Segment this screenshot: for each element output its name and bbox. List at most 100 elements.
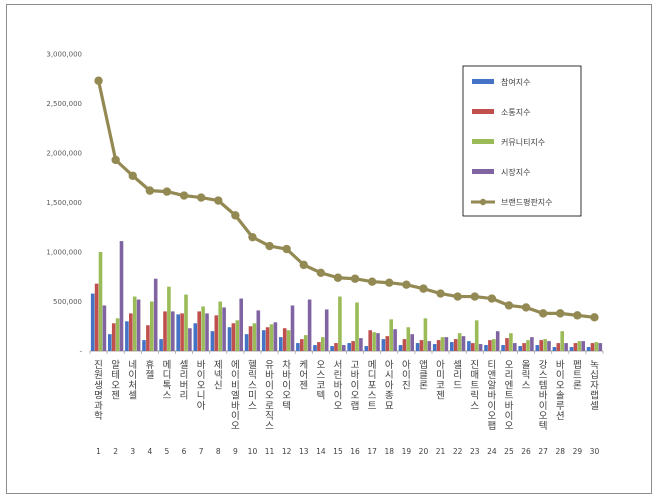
bar-4 <box>171 311 175 351</box>
bar-2 <box>573 343 578 351</box>
bar-2 <box>351 341 355 351</box>
brand-index-point <box>145 186 155 195</box>
bar-4 <box>564 343 568 351</box>
brand-index-point <box>487 294 497 303</box>
legend-label: 시장지수 <box>501 167 530 177</box>
legend-label: 참여지수 <box>501 77 530 87</box>
y-tick-label: - <box>79 348 82 356</box>
bar-4 <box>307 299 312 351</box>
bar-1 <box>364 346 369 351</box>
bar-1 <box>261 330 266 351</box>
brand-index-point <box>128 171 137 180</box>
brand-index-point <box>299 260 308 270</box>
bar-1 <box>90 293 95 351</box>
bar-3 <box>184 294 188 351</box>
bar-1 <box>125 321 129 351</box>
bar-4 <box>598 343 603 351</box>
bar-4 <box>324 309 329 351</box>
bar-2 <box>265 327 270 351</box>
brand-index-point <box>214 196 223 205</box>
category-index: 24 <box>487 447 497 456</box>
bar-2 <box>129 313 133 351</box>
bar-2 <box>453 339 458 351</box>
bar-1 <box>398 345 403 351</box>
bar-2 <box>94 283 99 351</box>
bar-1 <box>415 343 420 351</box>
axis-layer: - 500,000 1,000,000 1,500,000 2,000,000 2,500… <box>46 51 604 356</box>
category-index: 7 <box>199 447 204 456</box>
bar-1 <box>330 346 334 351</box>
bar-4 <box>376 333 380 351</box>
bar-3 <box>457 333 462 351</box>
brand-index-point <box>111 155 120 165</box>
brand-index-point <box>453 292 462 301</box>
legend-marker <box>479 198 487 206</box>
bar-3 <box>560 331 564 351</box>
brand-index-point <box>316 268 326 277</box>
bar-3 <box>286 330 291 351</box>
label-layer: 진 원 생 명 과 학 1 알 테 오 젠 2 네 이 처 셀 3 휴 젤 4 메 디 톡 스 5 셀 리 버 리 6 바 이 오 니 아 7 제 넥 신 8… <box>94 359 599 456</box>
bar-2 <box>231 323 236 351</box>
bar-4 <box>530 337 534 351</box>
bar-3 <box>150 301 154 351</box>
bar-1 <box>159 339 163 351</box>
brand-index-point <box>402 280 411 289</box>
category-index: 26 <box>521 447 531 456</box>
bar-2 <box>334 343 338 351</box>
brand-index-point <box>504 301 514 310</box>
bar-3 <box>218 301 222 351</box>
bar-2 <box>471 343 475 351</box>
y-tick-label: 2,000,000 <box>46 150 82 158</box>
bar-2 <box>488 340 492 351</box>
brand-index-point <box>231 211 240 220</box>
bar-1 <box>552 347 557 351</box>
legend-swatch <box>472 79 494 84</box>
bar-4 <box>547 341 551 351</box>
bar-2 <box>197 311 201 351</box>
brand-index-point <box>385 278 394 287</box>
category-index: 2 <box>113 447 118 456</box>
category-index: 13 <box>299 447 309 456</box>
bar-1 <box>142 340 146 351</box>
bar-1 <box>467 341 471 351</box>
brand-index-point <box>590 313 599 322</box>
bar-1 <box>108 334 112 351</box>
bar-3 <box>372 332 376 351</box>
brand-index-point <box>196 193 206 202</box>
bar-4 <box>461 336 466 351</box>
bar-4 <box>427 341 432 351</box>
brand-index-point <box>521 303 531 312</box>
bar-4 <box>153 278 158 351</box>
brand-index-point <box>538 309 548 318</box>
bar-2 <box>180 313 184 351</box>
bar-2 <box>505 338 509 351</box>
bar-2 <box>300 339 304 351</box>
bar-1 <box>586 347 591 351</box>
bar-4 <box>359 338 363 351</box>
bar-1 <box>193 323 198 351</box>
bar-1 <box>432 344 437 351</box>
category-index: 25 <box>504 447 514 456</box>
bar-1 <box>176 314 180 351</box>
category-index: 8 <box>216 447 221 456</box>
category-index: 18 <box>384 447 394 456</box>
bar-4 <box>444 337 449 351</box>
bar-2 <box>111 323 116 351</box>
category-index: 6 <box>182 447 187 456</box>
bar-2 <box>317 342 321 351</box>
brand-index-point <box>419 284 428 293</box>
category-index: 27 <box>538 447 548 456</box>
bar-2 <box>522 343 526 351</box>
